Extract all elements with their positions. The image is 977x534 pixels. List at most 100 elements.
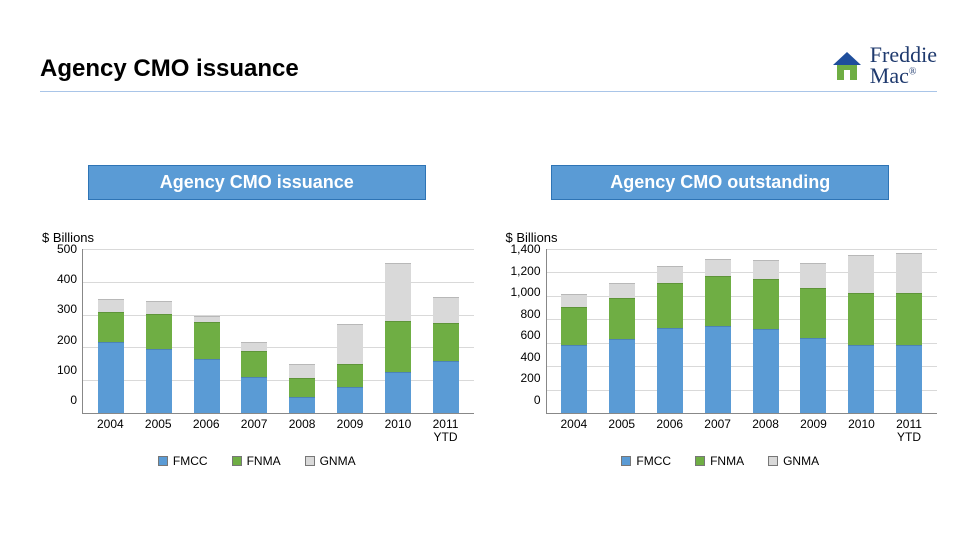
bar-segment-fmcc	[848, 345, 874, 413]
bar-segment-gnma	[98, 299, 124, 312]
y-tick: 1,000	[510, 285, 540, 299]
bar	[241, 342, 267, 413]
logo-line2: Mac	[870, 63, 909, 88]
bar	[800, 263, 826, 413]
plot-right: 1,4001,2001,0008006004002000	[504, 249, 938, 414]
legend-label: FNMA	[710, 454, 744, 468]
x-tick: 2011 YTD	[896, 418, 922, 444]
bar-segment-gnma	[896, 253, 922, 293]
bar-segment-fnma	[337, 364, 363, 387]
bar-segment-gnma	[433, 297, 459, 323]
legend-label: FNMA	[247, 454, 281, 468]
x-tick: 2008	[752, 418, 778, 444]
bar-segment-gnma	[241, 342, 267, 351]
x-tick: 2011 YTD	[433, 418, 459, 444]
bar-segment-gnma	[289, 364, 315, 379]
x-tick: 2004	[97, 418, 123, 444]
legend-left: FMCC FNMA GNMA	[40, 454, 474, 468]
chart-title-right: Agency CMO outstanding	[551, 165, 889, 200]
y-axis-right: 1,400 1,200 1,000 800 600 400 200 0	[504, 242, 546, 407]
bar-segment-gnma	[561, 294, 587, 307]
y-axis-left: 5004003002001000	[40, 242, 82, 407]
bar-segment-gnma	[609, 283, 635, 297]
bar-segment-gnma	[194, 316, 220, 323]
chart-outstanding: Agency CMO outstanding $ Billions 1,4001…	[504, 165, 938, 468]
y-tick: 0	[534, 393, 541, 407]
bar-segment-fmcc	[194, 359, 220, 413]
bar	[337, 324, 363, 413]
house-icon	[830, 49, 864, 83]
header: Agency CMO issuance Freddie Mac®	[40, 55, 937, 92]
x-tick: 2005	[608, 418, 634, 444]
bar-segment-gnma	[753, 260, 779, 279]
x-tick: 2010	[848, 418, 874, 444]
bar	[433, 297, 459, 413]
bar-segment-fmcc	[561, 345, 587, 413]
bar-segment-fmcc	[609, 339, 635, 413]
y-tick: 1,400	[510, 242, 540, 256]
bars-area-left	[82, 249, 474, 414]
bar-segment-fnma	[705, 276, 731, 326]
legend-item-fnma: FNMA	[232, 454, 281, 468]
bar-segment-fnma	[800, 288, 826, 338]
chart-title-left: Agency CMO issuance	[88, 165, 426, 200]
bar	[753, 260, 779, 413]
legend-label: FMCC	[636, 454, 671, 468]
y-tick: 600	[520, 328, 540, 342]
bar-segment-fmcc	[241, 377, 267, 413]
y-tick: 100	[57, 363, 77, 377]
legend-item-gnma: GNMA	[305, 454, 356, 468]
page-title: Agency CMO issuance	[40, 55, 299, 83]
bar-segment-fnma	[146, 314, 172, 349]
x-tick: 2009	[337, 418, 363, 444]
y-tick: 1,200	[510, 264, 540, 278]
y-tick: 200	[520, 371, 540, 385]
y-tick: 200	[57, 333, 77, 347]
legend-label: GNMA	[320, 454, 356, 468]
bar-segment-fnma	[657, 283, 683, 328]
bar	[848, 255, 874, 413]
bar	[146, 301, 172, 413]
legend-item-fnma: FNMA	[695, 454, 744, 468]
bar-segment-fmcc	[753, 329, 779, 413]
bar	[561, 294, 587, 413]
y-tick: 800	[520, 307, 540, 321]
bar	[657, 266, 683, 413]
legend-swatch	[158, 456, 168, 466]
y-tick: 400	[520, 350, 540, 364]
y-tick: 500	[57, 242, 77, 256]
bar	[98, 299, 124, 413]
bar-segment-gnma	[337, 324, 363, 364]
y-tick: 300	[57, 302, 77, 316]
x-tick: 2007	[704, 418, 730, 444]
bar	[705, 259, 731, 413]
bar-segment-gnma	[848, 255, 874, 293]
bar-segment-fmcc	[896, 345, 922, 413]
bar	[385, 263, 411, 413]
x-axis-left: 20042005200620072008200920102011 YTD	[82, 414, 474, 444]
y-axis-label-left: $ Billions	[42, 230, 474, 245]
legend-item-fmcc: FMCC	[158, 454, 208, 468]
x-tick: 2006	[193, 418, 219, 444]
bar-segment-fnma	[753, 279, 779, 330]
logo-text: Freddie Mac®	[870, 45, 937, 87]
x-tick: 2010	[385, 418, 411, 444]
x-tick: 2008	[289, 418, 315, 444]
legend-swatch	[768, 456, 778, 466]
bar	[289, 364, 315, 413]
charts-row: Agency CMO issuance $ Billions 500 400 300…	[40, 165, 937, 468]
bar-segment-gnma	[800, 263, 826, 288]
bar-segment-fnma	[289, 378, 315, 396]
bar-segment-fmcc	[98, 342, 124, 413]
bar-segment-fnma	[98, 312, 124, 342]
bars-right	[547, 249, 938, 413]
y-tick: 400	[57, 272, 77, 286]
freddie-mac-logo: Freddie Mac®	[830, 45, 937, 87]
legend-swatch	[305, 456, 315, 466]
bar-segment-fnma	[433, 323, 459, 361]
bar	[609, 283, 635, 413]
bar-segment-fnma	[896, 293, 922, 345]
bar-segment-gnma	[146, 301, 172, 314]
bar-segment-fmcc	[385, 372, 411, 413]
plot-left: 5004003002001000	[40, 249, 474, 414]
